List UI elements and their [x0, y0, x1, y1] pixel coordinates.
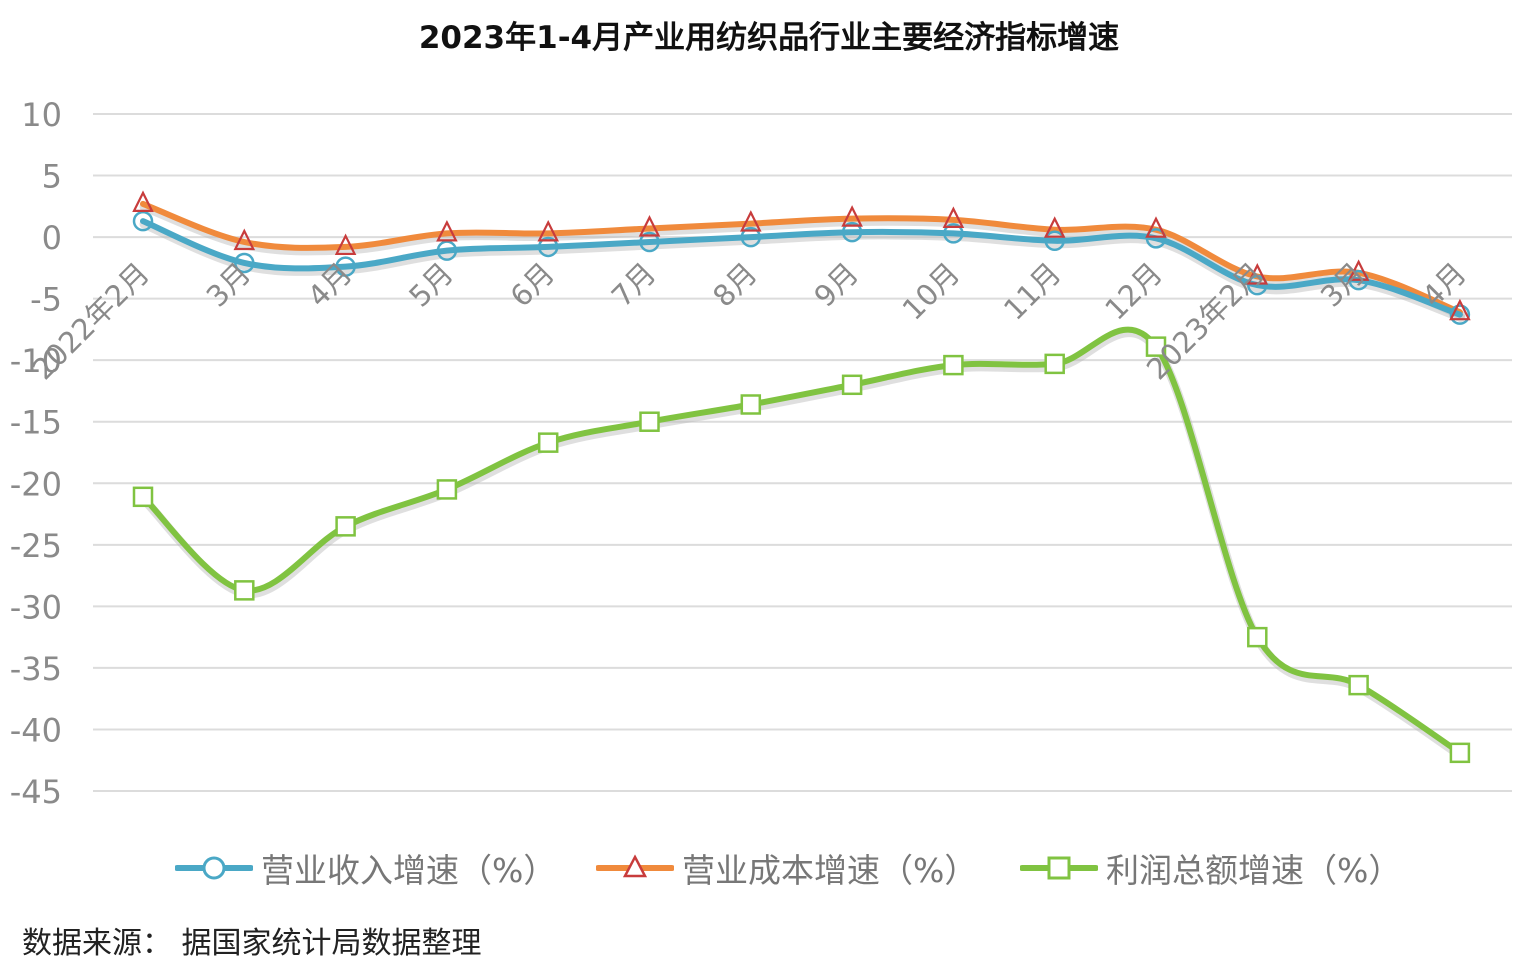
- legend-item-revenue: 营业收入增速（%）: [175, 838, 556, 898]
- legend-label-revenue: 营业收入增速（%）: [261, 851, 557, 890]
- revenue-point: [943, 223, 964, 244]
- revenue-point: [436, 240, 458, 261]
- y-tick-label: -45: [10, 773, 62, 811]
- revenue-point: [740, 226, 762, 248]
- revenue-point: [537, 236, 559, 258]
- gridlines: [93, 113, 1512, 792]
- revenue-point: [1247, 274, 1268, 296]
- y-tick-label: -10: [10, 342, 62, 380]
- revenue-point: [1145, 228, 1167, 249]
- revenue-point: [132, 210, 154, 232]
- revenue-point: [335, 256, 356, 277]
- revenue-point: [1044, 230, 1065, 252]
- x-tick-label: 8月: [706, 256, 764, 314]
- y-tick-label: 5: [42, 158, 62, 196]
- x-tick-label: 10月: [896, 256, 967, 327]
- profit-point: [943, 354, 964, 376]
- y-tick-label: -30: [10, 588, 62, 626]
- cost-point: [1043, 216, 1066, 238]
- profit-point: [234, 580, 255, 601]
- revenue-point: [639, 231, 660, 253]
- legend-swatch-square-icon: [1020, 856, 1098, 880]
- legend-item-cost: 营业成本增速（%）: [596, 838, 977, 898]
- profit-point: [841, 374, 863, 396]
- series-markers: [132, 190, 1471, 764]
- cost-line: [140, 200, 1463, 316]
- profit-point: [740, 394, 762, 415]
- y-tick-label: -15: [10, 404, 62, 442]
- source-note: 数据来源： 据国家统计局数据整理: [22, 926, 482, 961]
- revenue-point: [1449, 304, 1471, 325]
- cost-point: [740, 210, 762, 232]
- y-tick-label: -35: [10, 650, 62, 688]
- cost-point: [537, 219, 559, 242]
- profit-point: [436, 479, 458, 500]
- cost-point: [1145, 216, 1167, 238]
- cost-point: [1246, 263, 1269, 285]
- revenue-point: [234, 252, 255, 274]
- profit-point: [537, 432, 559, 453]
- x-tick-label: 6月: [504, 256, 562, 314]
- revenue-point: [841, 221, 863, 243]
- profit-point: [1449, 742, 1471, 764]
- profit-point: [1145, 336, 1167, 357]
- x-tick-label: 3月: [1314, 256, 1372, 314]
- revenue-line: [140, 218, 1463, 318]
- legend-item-profit: 利润总额增速（%）: [1020, 838, 1401, 898]
- y-tick-label: 0: [42, 219, 62, 257]
- profit-point: [335, 516, 356, 537]
- cost-point: [1347, 259, 1370, 281]
- cost-point: [233, 228, 256, 251]
- x-tick-label: 2022年2月: [26, 256, 156, 386]
- profit-point: [1044, 353, 1065, 375]
- cost-point: [638, 215, 661, 237]
- cost-point: [132, 190, 154, 212]
- cost-point: [1449, 298, 1471, 321]
- cost-point: [841, 205, 863, 227]
- y-tick-label: -40: [10, 711, 62, 749]
- cost-point: [436, 219, 458, 242]
- legend-swatch-circle-icon: [175, 856, 253, 880]
- profit-point: [1247, 626, 1268, 648]
- x-tick-label: 5月: [402, 256, 460, 314]
- x-tick-label: 11月: [997, 256, 1068, 327]
- legend-label-cost: 营业成本增速（%）: [682, 851, 978, 890]
- profit-line: [140, 326, 1463, 756]
- cost-point: [942, 206, 965, 228]
- y-tick-label: -25: [10, 527, 62, 565]
- y-tick-label: -20: [10, 465, 62, 503]
- chart-title: 2023年1-4月产业用纺织品行业主要经济指标增速: [418, 20, 1120, 56]
- y-tick-label: -5: [30, 281, 62, 319]
- y-axis-ticks: 10 5 0 -5 -10 -15 -20 -25 -30 -35 -40 -45: [10, 96, 62, 811]
- profit-point: [639, 411, 660, 432]
- x-tick-label: 12月: [1098, 256, 1169, 327]
- legend-label-profit: 利润总额增速（%）: [1106, 851, 1402, 890]
- x-tick-label: 9月: [807, 256, 865, 314]
- cost-point: [334, 233, 357, 256]
- profit-point: [132, 486, 154, 508]
- legend-swatch-triangle-icon: [596, 854, 674, 878]
- x-tick-label: 7月: [605, 256, 663, 314]
- profit-point: [1348, 674, 1369, 696]
- y-tick-label: 10: [21, 96, 62, 134]
